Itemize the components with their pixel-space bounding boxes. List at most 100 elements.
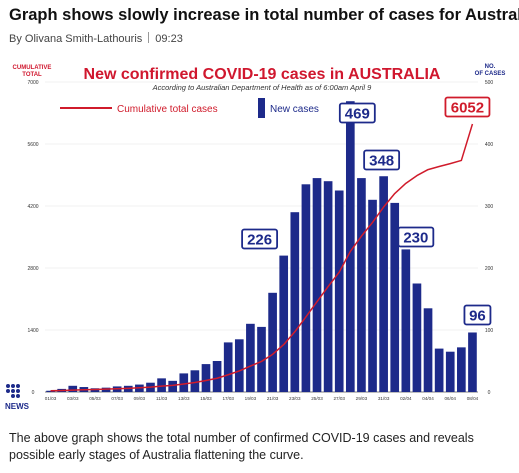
bar-23/03 (290, 212, 300, 392)
callout-cumulative: 6052 (451, 100, 484, 117)
bar-03/03 (68, 385, 78, 392)
article-headline: Graph shows slowly increase in total num… (9, 6, 519, 24)
article-caption: The above graph shows the total number o… (9, 431, 474, 462)
left-tick-label: 2800 (27, 266, 38, 272)
bar-21/03 (268, 292, 277, 392)
x-tick-label: 07/03 (111, 396, 123, 401)
bar-28/03 (345, 101, 355, 392)
chart-axis-title-right-2: OF CASES (475, 71, 506, 77)
chart-right-ticks: 500 400 300 200 100 0 (485, 80, 494, 396)
left-tick-label: 5600 (27, 142, 38, 148)
bar-01/04 (390, 202, 400, 392)
x-tick-label: 02/04 (400, 396, 412, 401)
right-tick-label: 0 (488, 390, 491, 396)
bar-27/03 (334, 190, 344, 392)
x-tick-label: 23/03 (289, 396, 301, 401)
chart-title: New confirmed COVID-19 cases in AUSTRALIA (84, 66, 441, 83)
bar-13/03 (179, 373, 189, 392)
nine-news-logo: NEWS (5, 384, 30, 411)
x-tick-label: 15/03 (200, 396, 212, 401)
x-tick-label: 21/03 (267, 396, 279, 401)
chart-title-part2: AUSTRALIA (348, 66, 441, 83)
callout-cumulative-box (444, 96, 491, 118)
x-tick-label: 01/03 (45, 396, 57, 401)
x-tick-label: 05/03 (89, 396, 101, 401)
callout-last-bar-box (463, 304, 492, 326)
x-tick-label: 27/03 (333, 396, 345, 401)
legend-line-label: Cumulative total cases (117, 104, 218, 115)
x-tick-label: 09/03 (134, 396, 146, 401)
bar-30/03 (368, 199, 377, 392)
legend-bar-label: New cases (270, 104, 319, 115)
left-tick-label: 7000 (27, 80, 38, 86)
x-tick-label: 11/03 (156, 396, 168, 401)
bar-08/04 (468, 332, 477, 392)
bar-22/03 (279, 255, 289, 392)
x-tick-label: 17/03 (222, 396, 234, 401)
nine-logo-dots (6, 384, 20, 398)
callout-31-03-box (363, 149, 401, 171)
right-tick-label: 500 (485, 80, 494, 86)
bar-11/03 (157, 378, 166, 392)
left-tick-label: 4200 (27, 204, 38, 210)
bar-19/03 (246, 323, 255, 392)
chart-svg: CUMULATIVE TOTAL New confirmed COVID-19 … (5, 64, 506, 411)
bar-16/03 (212, 361, 222, 392)
news-logo-text: NEWS (5, 402, 30, 411)
cumulative-polyline (50, 123, 474, 392)
callout-peak: 469 (345, 106, 370, 123)
chart-cumulative-line (50, 123, 474, 392)
callout-31-03: 348 (369, 153, 394, 170)
x-tick-label: 06/04 (444, 396, 456, 401)
x-tick-label: 25/03 (311, 396, 323, 401)
left-tick-label: 1400 (27, 328, 38, 334)
bar-02/04 (401, 249, 411, 392)
right-tick-label: 300 (485, 204, 494, 210)
callout-21-03: 226 (247, 232, 272, 249)
chart-axis-title-right-1: NO. (485, 64, 496, 70)
x-tick-label: 31/03 (378, 396, 390, 401)
byline-divider (148, 32, 150, 43)
x-tick-label: 19/03 (245, 396, 257, 401)
bar-05/04 (434, 348, 444, 392)
bar-17/03 (223, 342, 233, 392)
callout-21-03-box (241, 228, 279, 250)
chart-subtitle: According to Australian Department of He… (152, 83, 373, 92)
chart-x-ticks: 01/03 03/03 05/03 07/03 09/03 11/03 13/03 15/03… (45, 396, 479, 401)
author-name[interactable]: By Olivana Smith-Lathouris (9, 33, 143, 45)
chart-title-part1: New confirmed COVID-19 cases in (84, 66, 345, 83)
bar-24/03 (301, 184, 311, 392)
right-tick-label: 200 (485, 266, 494, 272)
chart-image: CUMULATIVE TOTAL New confirmed COVID-19 … (0, 56, 519, 418)
x-tick-label: 29/03 (356, 396, 368, 401)
bar-29/03 (357, 178, 366, 392)
callout-last-bar: 96 (469, 308, 486, 325)
x-tick-label: 03/03 (67, 396, 79, 401)
bar-07/04 (457, 347, 466, 392)
bar-15/03 (201, 364, 211, 392)
bar-31/03 (379, 176, 388, 392)
chart-callouts: 469 348 226 230 96 6052 (241, 96, 492, 326)
x-tick-label: 04/04 (422, 396, 434, 401)
chart-left-ticks: 7000 5600 4200 2800 1400 0 (27, 80, 38, 396)
right-tick-label: 400 (485, 142, 494, 148)
bar-06/04 (445, 351, 455, 392)
callout-02-04: 230 (403, 230, 428, 247)
callout-peak-box (338, 102, 376, 124)
left-tick-label: 0 (32, 390, 35, 396)
legend-bar-swatch (258, 98, 265, 118)
bar-01/03 (46, 390, 55, 392)
chart-axis-title-left-1: CUMULATIVE (13, 65, 52, 71)
right-tick-label: 100 (485, 328, 494, 334)
bar-20/03 (257, 326, 266, 392)
bar-12/03 (168, 380, 178, 392)
x-tick-label: 13/03 (178, 396, 190, 401)
callout-02-04-box (397, 226, 435, 248)
bar-04/04 (423, 308, 433, 392)
x-tick-label: 08/04 (467, 396, 479, 401)
bar-25/03 (312, 178, 322, 392)
bar-03/04 (412, 283, 422, 392)
article-byline: By Olivana Smith-Lathouris 09:23 (9, 32, 183, 45)
bar-14/03 (190, 370, 200, 392)
publish-time: 09:23 (155, 33, 183, 45)
